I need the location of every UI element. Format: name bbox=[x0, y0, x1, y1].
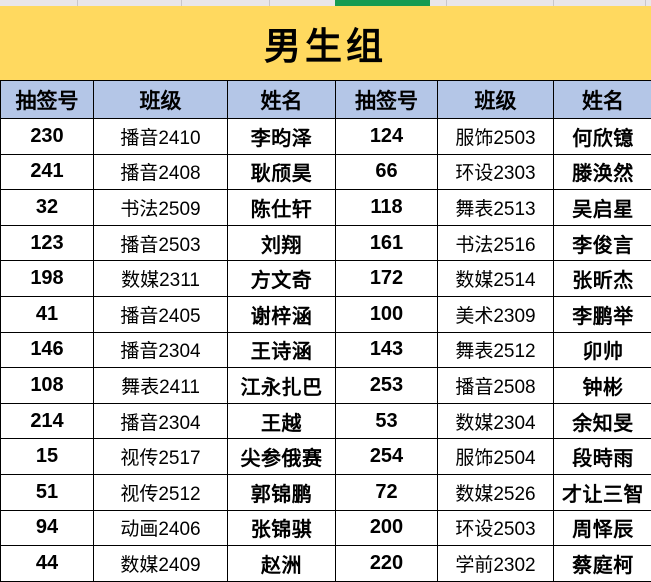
name-cell[interactable]: 才让三智 bbox=[554, 474, 651, 511]
name-cell[interactable]: 何欣镱 bbox=[554, 119, 651, 155]
class-cell[interactable]: 服饰2503 bbox=[438, 119, 554, 155]
header-cell-class[interactable]: 班级 bbox=[438, 81, 554, 119]
header-cell-name[interactable]: 姓名 bbox=[228, 81, 336, 119]
lottery-number-cell[interactable]: 94 bbox=[1, 510, 94, 547]
sheet-column-header-strip bbox=[0, 0, 651, 6]
lottery-number-cell[interactable]: 161 bbox=[336, 225, 438, 262]
name-cell[interactable]: 段時雨 bbox=[554, 439, 651, 475]
class-cell[interactable]: 播音2408 bbox=[94, 154, 228, 191]
lottery-number-cell[interactable]: 254 bbox=[336, 439, 438, 475]
class-cell[interactable]: 视传2517 bbox=[94, 439, 228, 475]
selected-column-indicator bbox=[335, 0, 430, 6]
name-cell[interactable]: 钟彬 bbox=[554, 368, 651, 404]
name-cell[interactable]: 王诗涵 bbox=[228, 332, 336, 369]
class-cell[interactable]: 播音2405 bbox=[94, 296, 228, 333]
class-cell[interactable]: 动画2406 bbox=[94, 510, 228, 547]
lottery-number-cell[interactable]: 72 bbox=[336, 474, 438, 511]
class-cell[interactable]: 播音2304 bbox=[94, 403, 228, 440]
column-divider bbox=[181, 0, 182, 6]
class-cell[interactable]: 播音2304 bbox=[94, 332, 228, 369]
header-cell-lottery-number[interactable]: 抽签号 bbox=[1, 81, 94, 119]
column-divider bbox=[553, 0, 554, 6]
lottery-number-cell[interactable]: 51 bbox=[1, 474, 94, 511]
name-cell[interactable]: 江永扎巴 bbox=[228, 368, 336, 404]
header-cell-class[interactable]: 班级 bbox=[94, 81, 228, 119]
group-title-cell[interactable]: 男生组 bbox=[0, 6, 651, 81]
name-cell[interactable]: 张昕杰 bbox=[554, 261, 651, 297]
lottery-number-cell[interactable]: 108 bbox=[1, 368, 94, 404]
class-cell[interactable]: 播音2503 bbox=[94, 225, 228, 262]
lottery-number-cell[interactable]: 41 bbox=[1, 296, 94, 333]
class-cell[interactable]: 服饰2504 bbox=[438, 439, 554, 475]
lottery-number-cell[interactable]: 32 bbox=[1, 190, 94, 226]
lottery-number-cell[interactable]: 100 bbox=[336, 296, 438, 333]
class-cell[interactable]: 数媒2526 bbox=[438, 474, 554, 511]
lottery-number-cell[interactable]: 44 bbox=[1, 546, 94, 582]
lottery-number-cell[interactable]: 53 bbox=[336, 403, 438, 440]
name-cell[interactable]: 郭锦鹏 bbox=[228, 474, 336, 511]
name-cell[interactable]: 谢梓涵 bbox=[228, 296, 336, 333]
class-cell[interactable]: 环设2503 bbox=[438, 510, 554, 547]
lottery-number-cell[interactable]: 66 bbox=[336, 154, 438, 191]
class-cell[interactable]: 播音2508 bbox=[438, 368, 554, 404]
column-divider bbox=[77, 0, 78, 6]
name-cell[interactable]: 刘翔 bbox=[228, 225, 336, 262]
name-cell[interactable]: 耿颀昊 bbox=[228, 154, 336, 191]
name-cell[interactable]: 赵洲 bbox=[228, 546, 336, 582]
class-cell[interactable]: 数媒2304 bbox=[438, 403, 554, 440]
class-cell[interactable]: 数媒2409 bbox=[94, 546, 228, 582]
class-cell[interactable]: 学前2302 bbox=[438, 546, 554, 582]
lottery-number-cell[interactable]: 143 bbox=[336, 332, 438, 369]
class-cell[interactable]: 舞表2512 bbox=[438, 332, 554, 369]
class-cell[interactable]: 数媒2311 bbox=[94, 261, 228, 297]
lottery-number-cell[interactable]: 253 bbox=[336, 368, 438, 404]
lottery-number-cell[interactable]: 118 bbox=[336, 190, 438, 226]
class-cell[interactable]: 舞表2513 bbox=[438, 190, 554, 226]
lottery-number-cell[interactable]: 124 bbox=[336, 119, 438, 155]
name-cell[interactable]: 滕涣然 bbox=[554, 154, 651, 191]
name-cell[interactable]: 李昀泽 bbox=[228, 119, 336, 155]
class-cell[interactable]: 舞表2411 bbox=[94, 368, 228, 404]
lottery-number-cell[interactable]: 214 bbox=[1, 403, 94, 440]
name-cell[interactable]: 周怿辰 bbox=[554, 510, 651, 547]
name-cell[interactable]: 蔡庭柯 bbox=[554, 546, 651, 582]
name-cell[interactable]: 陈仕轩 bbox=[228, 190, 336, 226]
class-cell[interactable]: 视传2512 bbox=[94, 474, 228, 511]
class-cell[interactable]: 美术2309 bbox=[438, 296, 554, 333]
name-cell[interactable]: 李俊言 bbox=[554, 225, 651, 262]
lottery-number-cell[interactable]: 172 bbox=[336, 261, 438, 297]
page-title: 男生组 bbox=[264, 24, 387, 68]
lottery-number-cell[interactable]: 198 bbox=[1, 261, 94, 297]
name-cell[interactable]: 李鹏举 bbox=[554, 296, 651, 333]
lottery-number-cell[interactable]: 230 bbox=[1, 119, 94, 155]
lottery-number-cell[interactable]: 15 bbox=[1, 439, 94, 475]
lottery-number-cell[interactable]: 220 bbox=[336, 546, 438, 582]
lottery-number-cell[interactable]: 123 bbox=[1, 225, 94, 262]
class-cell[interactable]: 环设2303 bbox=[438, 154, 554, 191]
class-cell[interactable]: 书法2509 bbox=[94, 190, 228, 226]
lottery-number-cell[interactable]: 241 bbox=[1, 154, 94, 191]
name-cell[interactable]: 王越 bbox=[228, 403, 336, 440]
class-cell[interactable]: 播音2410 bbox=[94, 119, 228, 155]
name-cell[interactable]: 吴启星 bbox=[554, 190, 651, 226]
header-cell-lottery-number[interactable]: 抽签号 bbox=[336, 81, 438, 119]
column-divider bbox=[269, 0, 270, 6]
name-cell[interactable]: 卯帅 bbox=[554, 332, 651, 369]
table-header-row: 抽签号 班级 姓名 抽签号 班级 姓名 bbox=[0, 81, 651, 119]
class-cell[interactable]: 数媒2514 bbox=[438, 261, 554, 297]
class-cell[interactable]: 书法2516 bbox=[438, 225, 554, 262]
column-divider bbox=[446, 0, 447, 6]
column-divider bbox=[645, 0, 646, 6]
data-grid: 230 播音2410 李昀泽 124 服饰2503 何欣镱 241 播音2408 耿颀昊 66 环设… bbox=[0, 119, 651, 582]
lottery-number-cell[interactable]: 146 bbox=[1, 332, 94, 369]
header-cell-name[interactable]: 姓名 bbox=[554, 81, 651, 119]
name-cell[interactable]: 张锦骐 bbox=[228, 510, 336, 547]
lottery-number-cell[interactable]: 200 bbox=[336, 510, 438, 547]
name-cell[interactable]: 余知旻 bbox=[554, 403, 651, 440]
name-cell[interactable]: 尖参俄赛 bbox=[228, 439, 336, 475]
name-cell[interactable]: 方文奇 bbox=[228, 261, 336, 297]
